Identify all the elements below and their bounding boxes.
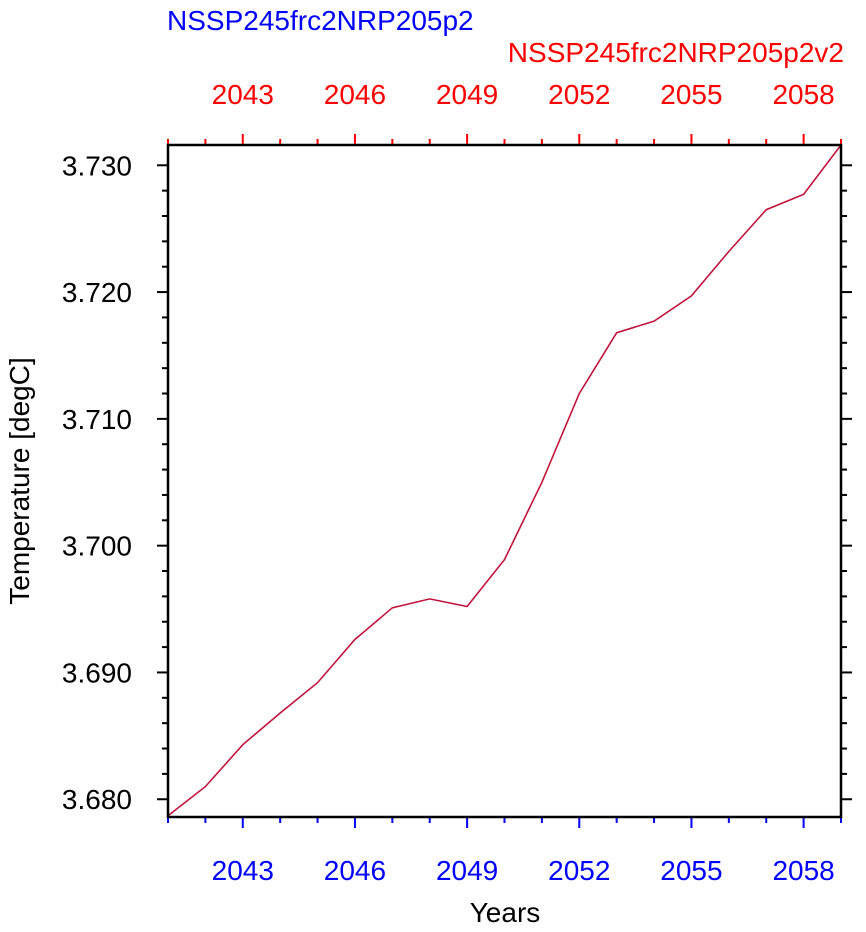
y-tick-label: 3.710 <box>62 404 132 435</box>
top-axis: 2043 2046 2049 2052 2055 2058 <box>167 79 842 145</box>
y-tick-label: 3.680 <box>62 784 132 815</box>
x-tick-label-bottom: 2058 <box>772 855 834 886</box>
bottom-axis: 2043 2046 2049 2052 2055 2058 <box>167 817 842 886</box>
y-tick-label: 3.720 <box>62 277 132 308</box>
y-tick-label: 3.730 <box>62 150 132 181</box>
left-axis: 3.680 3.690 3.700 3.710 3.720 3.730 <box>62 150 168 815</box>
x-tick-label-top: 2049 <box>436 79 498 110</box>
x-tick-label-top: 2055 <box>660 79 722 110</box>
x-tick-label-bottom: 2049 <box>436 855 498 886</box>
x-tick-label-bottom: 2052 <box>548 855 610 886</box>
x-tick-label-top: 2046 <box>324 79 386 110</box>
x-tick-label-bottom: 2046 <box>324 855 386 886</box>
x-axis-title: Years <box>470 897 541 928</box>
x-tick-label-top: 2058 <box>772 79 834 110</box>
x-tick-label-bottom: 2043 <box>212 855 274 886</box>
plot-frame <box>166 143 843 819</box>
y-tick-label: 3.700 <box>62 531 132 562</box>
right-axis <box>841 164 852 801</box>
y-axis-title: Temperature [degC] <box>4 357 35 604</box>
x-tick-label-top: 2043 <box>212 79 274 110</box>
y-tick-label: 3.690 <box>62 657 132 688</box>
left-title: NSSP245frc2NRP205p2 <box>167 5 474 36</box>
series-line <box>167 144 842 817</box>
right-title: NSSP245frc2NRP205p2v2 <box>508 37 844 68</box>
x-tick-label-bottom: 2055 <box>660 855 722 886</box>
x-tick-label-top: 2052 <box>548 79 610 110</box>
